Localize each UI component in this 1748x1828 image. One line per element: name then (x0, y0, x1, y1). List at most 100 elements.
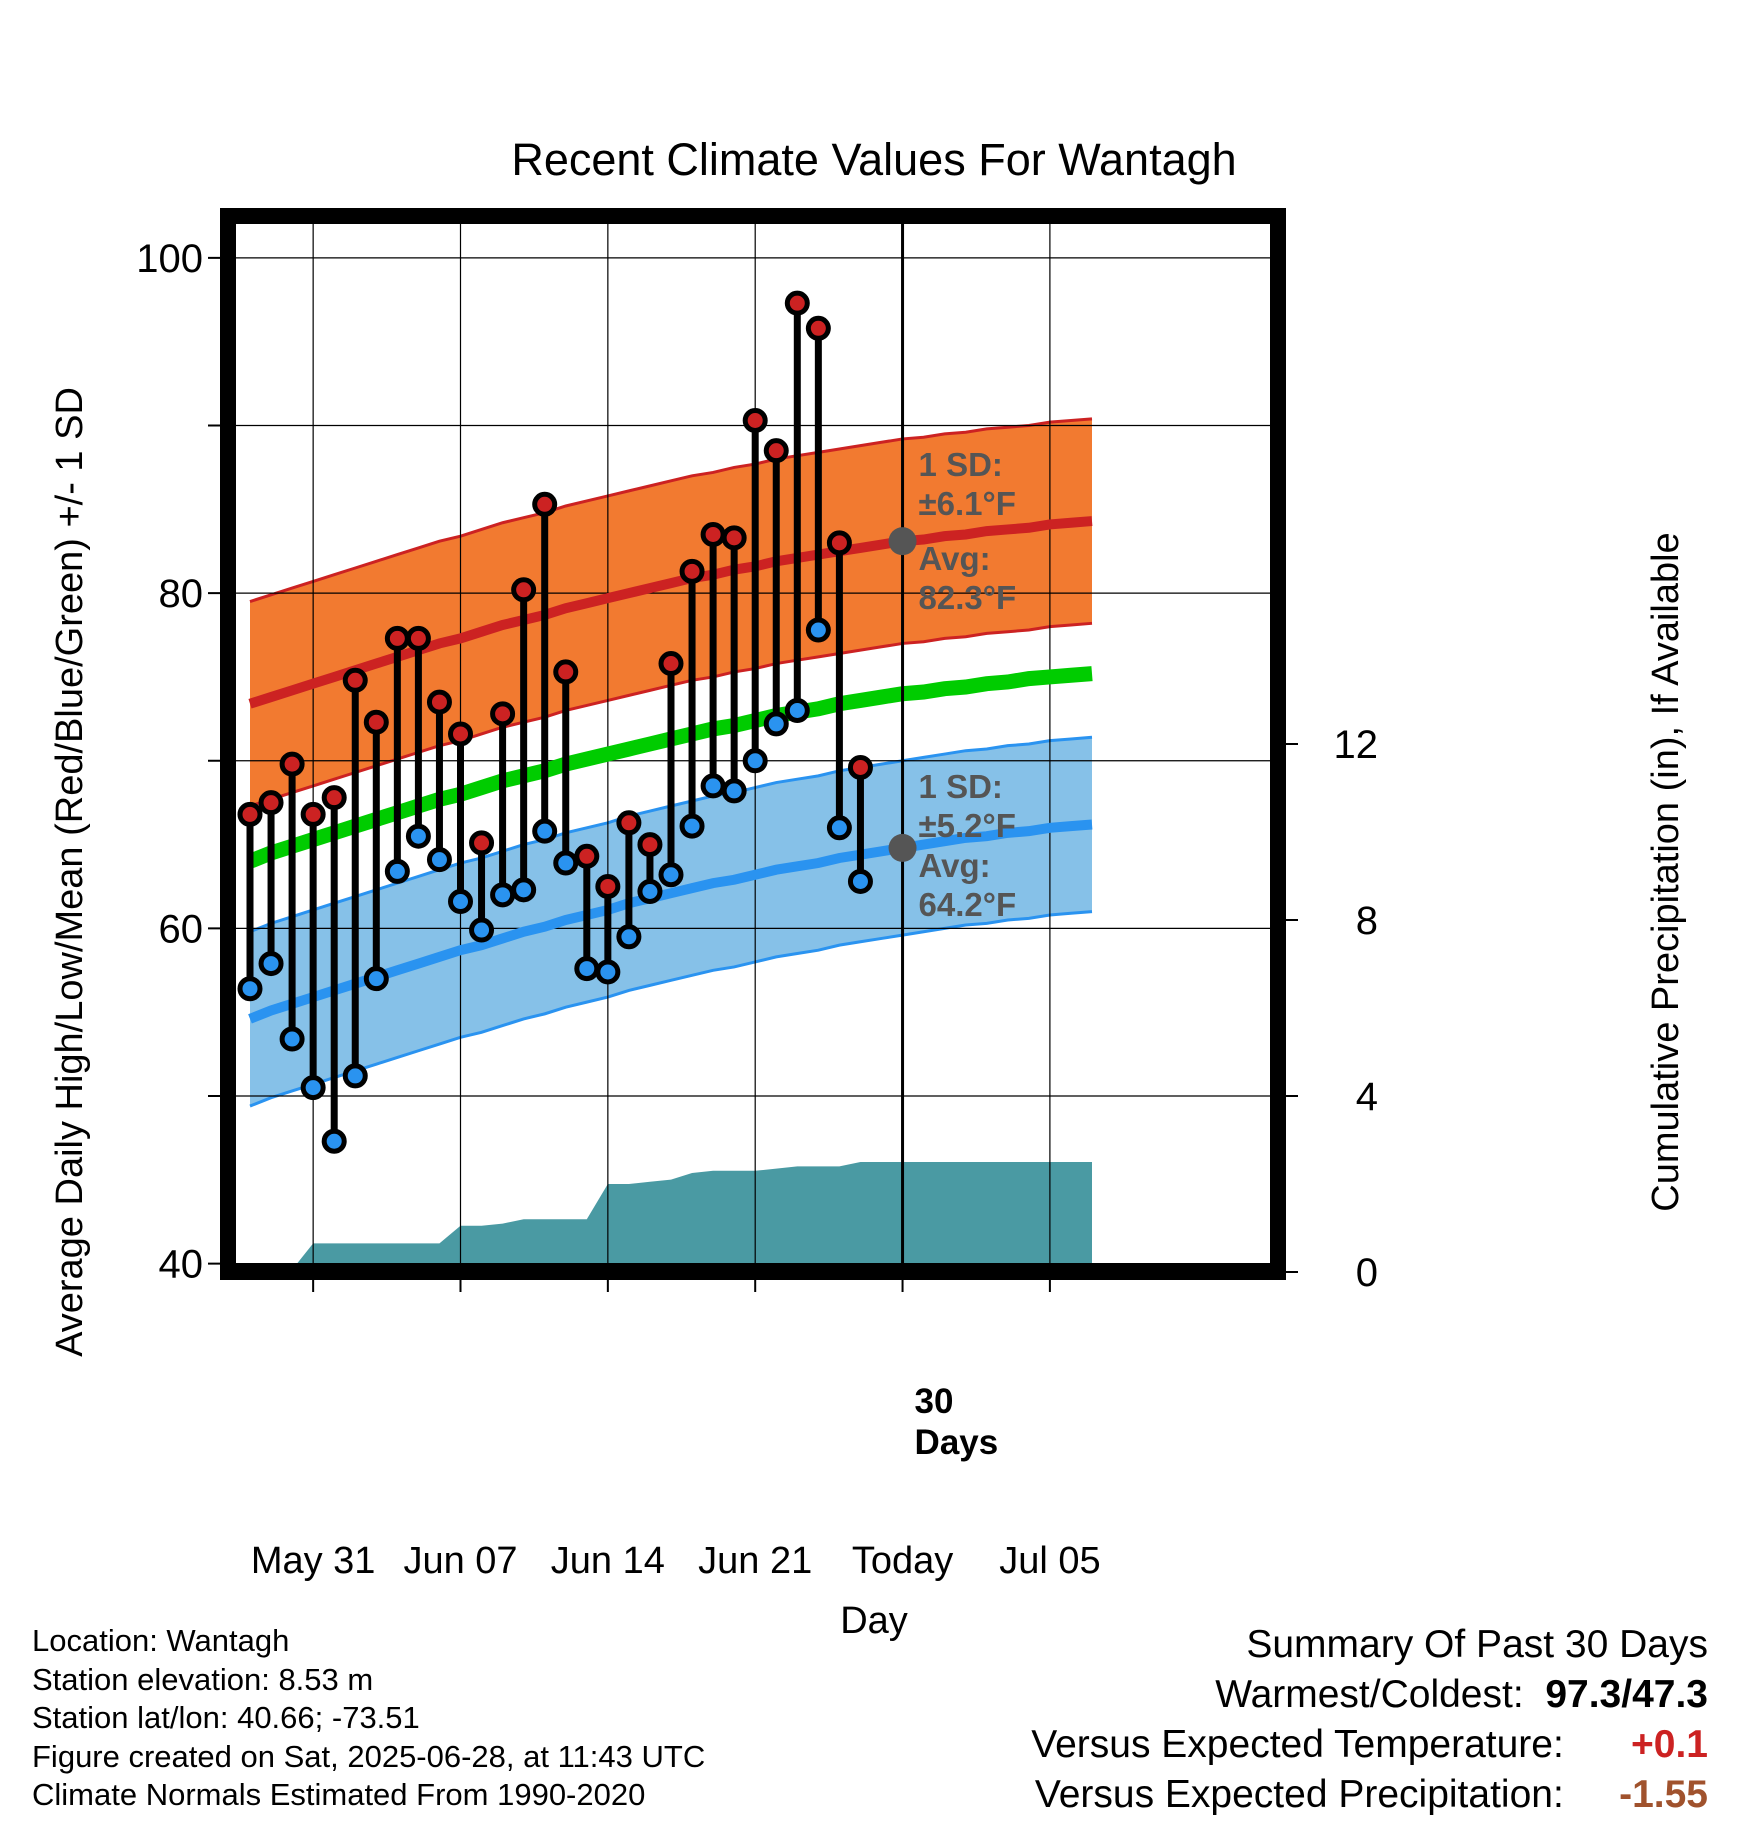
high-point (363, 709, 389, 735)
high-point (679, 558, 705, 584)
low-point (469, 917, 495, 943)
low-avg-label: Avg: (919, 847, 991, 884)
x-tick-label: May 31 (251, 1540, 376, 1582)
low-point (658, 862, 684, 888)
y-tick-label: 40 (159, 1243, 204, 1287)
low-point (847, 868, 873, 894)
info-created: Figure created on Sat, 2025-06-28, at 11… (32, 1738, 706, 1774)
low-point (721, 778, 747, 804)
low-point (595, 959, 621, 985)
low-sd-band-edge (249, 910, 1093, 1108)
y-tick-label: 80 (159, 572, 204, 616)
days-count-label: 30 (915, 1382, 954, 1421)
high-point (847, 754, 873, 780)
high-point (384, 625, 410, 651)
low-point (784, 697, 810, 723)
low-point (279, 1026, 305, 1052)
high-point (616, 810, 642, 836)
high-point (826, 530, 852, 556)
temp-label: Versus Expected Temperature: (1031, 1723, 1564, 1766)
low-point (384, 858, 410, 884)
high-avg-label: Avg: (919, 540, 991, 577)
low-point (511, 877, 537, 903)
precip-value: -1.55 (1619, 1773, 1708, 1816)
y2-axis-label: Cumulative Precipitation (in), If Availa… (1645, 532, 1687, 1211)
high-point (279, 751, 305, 777)
low-point (805, 617, 831, 643)
high-avg-value: 82.3°F (919, 579, 1017, 616)
high-sd-value: ±6.1°F (919, 485, 1016, 522)
low-point (258, 951, 284, 977)
y-tick-label: 100 (136, 237, 203, 281)
x-tick-label: Jun 14 (551, 1540, 665, 1582)
high-point (511, 577, 537, 603)
high-point (700, 521, 726, 547)
x-tick-label: Jun 07 (403, 1540, 517, 1582)
low-point (448, 889, 473, 915)
low-point (742, 748, 768, 774)
high-point (469, 830, 495, 856)
x-tick-label: Jul 05 (999, 1540, 1100, 1582)
summary-warm-cold: Warmest/Coldest: 97.3/47.3 (1031, 1670, 1708, 1720)
temp-value: +0.1 (1631, 1723, 1708, 1766)
y-axis-label: Average Daily High/Low/Mean (Red/Blue/Gr… (49, 387, 91, 1357)
y2-tick-label: 8 (1356, 899, 1378, 943)
low-point (826, 815, 852, 841)
info-latlon: Station lat/lon: 40.66; -73.51 (32, 1700, 420, 1735)
info-elevation: Station elevation: 8.53 m (32, 1661, 374, 1697)
high-point (553, 659, 579, 685)
high-point (574, 843, 600, 869)
low-point (237, 976, 263, 1002)
y2-tick-label: 4 (1356, 1075, 1378, 1119)
high-point (742, 407, 768, 433)
high-point (258, 790, 284, 816)
high-sd-label: 1 SD: (919, 446, 1003, 483)
high-point (595, 873, 621, 899)
high-point (321, 785, 347, 811)
low-point (405, 823, 431, 849)
today-low-avg-marker (888, 833, 917, 862)
info-location: Location: Wantagh (32, 1623, 290, 1658)
high-point (426, 689, 452, 715)
normal-low-line (248, 819, 1093, 1024)
low-point (574, 956, 600, 982)
x-axis-label: Day (840, 1600, 908, 1642)
low-point (426, 847, 452, 873)
today-high-avg-marker (888, 527, 917, 556)
y2-tick-label: 12 (1334, 723, 1379, 767)
low-point (363, 966, 389, 992)
high-point (448, 721, 473, 747)
warm-cold-value: 97.3/47.3 (1545, 1673, 1708, 1716)
low-point (679, 813, 705, 839)
low-point (553, 850, 579, 876)
high-point (721, 525, 747, 551)
x-tick-label: Today (852, 1540, 953, 1582)
x-tick-label: Jun 21 (698, 1540, 812, 1582)
station-info: Location: Wantagh Station elevation: 8.5… (32, 1622, 705, 1815)
high-point (300, 801, 326, 827)
summary-title: Summary Of Past 30 Days (1246, 1623, 1708, 1666)
summary-temp: Versus Expected Temperature: +0.1 (1031, 1720, 1708, 1770)
high-point (490, 701, 516, 727)
low-point (321, 1128, 347, 1154)
low-sd-value: ±5.2°F (919, 807, 1016, 844)
high-point (637, 832, 663, 858)
low-point (763, 711, 789, 737)
warm-cold-label: Warmest/Coldest: (1215, 1673, 1524, 1716)
low-point (637, 879, 663, 905)
low-avg-value: 64.2°F (919, 886, 1017, 923)
precip-area (250, 1162, 1092, 1272)
high-point (532, 491, 558, 517)
high-sd-band-edge (249, 417, 1093, 603)
low-point (300, 1075, 326, 1101)
low-sd-label: 1 SD: (919, 768, 1003, 805)
chart-title: Recent Climate Values For Wantagh (511, 134, 1236, 185)
summary-precip: Versus Expected Precipitation: -1.55 (1031, 1770, 1708, 1820)
summary-panel: Summary Of Past 30 Days Warmest/Coldest:… (1031, 1620, 1708, 1820)
normal-high-line (248, 516, 1093, 709)
high-point (763, 438, 789, 464)
high-point (405, 625, 431, 651)
low-point (342, 1063, 368, 1089)
high-point (658, 651, 684, 677)
high-point (342, 667, 368, 693)
